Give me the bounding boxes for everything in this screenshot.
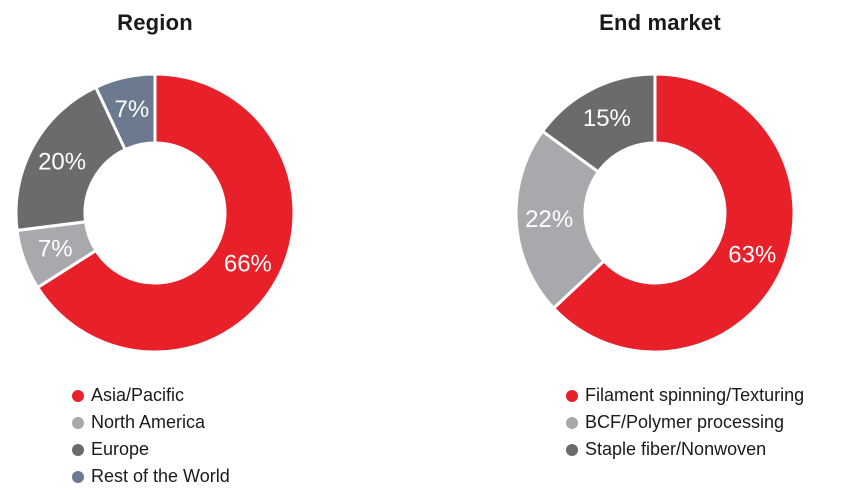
donut-slice-asia-pacific [35,72,296,354]
donut-slice-staple-fiber-nonwoven [540,72,657,174]
legend-label: Europe [91,439,150,459]
slice-value-label-europe: 20% [38,148,86,175]
slice-value-label-bcf-polymer-processing: 22% [525,206,573,233]
legend-swatch [72,416,84,429]
slice-value-label-asia-pacific: 66% [224,251,272,278]
legend-swatch [566,443,578,456]
end-market-donut-chart: 63% 22% 15% [514,72,796,354]
slice-value-label-north-america: 7% [38,235,73,262]
donut-slice-rest-of-the-world [93,72,157,152]
legend-item-staple-fiber-nonwoven: Staple fiber/Nonwoven [566,436,804,463]
legend-label: Asia/Pacific [91,385,185,405]
donut-slice-bcf-polymer-processing [514,129,607,311]
donut-slice-europe [14,85,128,233]
legend-label: Rest of the World [91,466,230,486]
legend-item-filament-spinning-texturing: Filament spinning/Texturing [566,382,804,409]
end-market-legend: Filament spinning/Texturing BCF/Polymer p… [566,382,804,463]
slice-value-label-staple-fiber-nonwoven: 15% [583,105,631,132]
slice-value-label-filament-spinning-texturing: 63% [728,242,776,269]
legend-item-bcf-polymer-processing: BCF/Polymer processing [566,409,804,436]
end-market-chart-title: End market [599,10,721,35]
legend-item-north-america: North America [72,409,230,436]
region-chart-panel: Region 66% 7% 20% 7% Asia/Pacific North Amer… [0,0,330,486]
end-market-chart-panel: End market 63% 22% 15% Filament spinning/T… [500,0,845,482]
legend-swatch [72,389,84,402]
legend-swatch [72,470,84,483]
donut-slice-filament-spinning-texturing [551,72,796,354]
legend-swatch [566,416,578,429]
legend-item-europe: Europe [72,436,230,463]
legend-item-rest-of-the-world: Rest of the World [72,463,230,490]
legend-swatch [566,389,578,402]
region-legend: Asia/Pacific North America Europe Rest of t… [72,382,230,490]
legend-item-asia-pacific: Asia/Pacific [72,382,230,409]
legend-label: Staple fiber/Nonwoven [585,439,767,459]
legend-label: BCF/Polymer processing [585,412,785,432]
legend-label: Filament spinning/Texturing [585,385,805,405]
slice-value-label-rest-of-the-world: 7% [115,96,150,123]
legend-swatch [72,443,84,456]
region-donut-chart: 66% 7% 20% 7% [14,72,296,354]
region-chart-title: Region [117,10,193,35]
legend-label: North America [91,412,206,432]
